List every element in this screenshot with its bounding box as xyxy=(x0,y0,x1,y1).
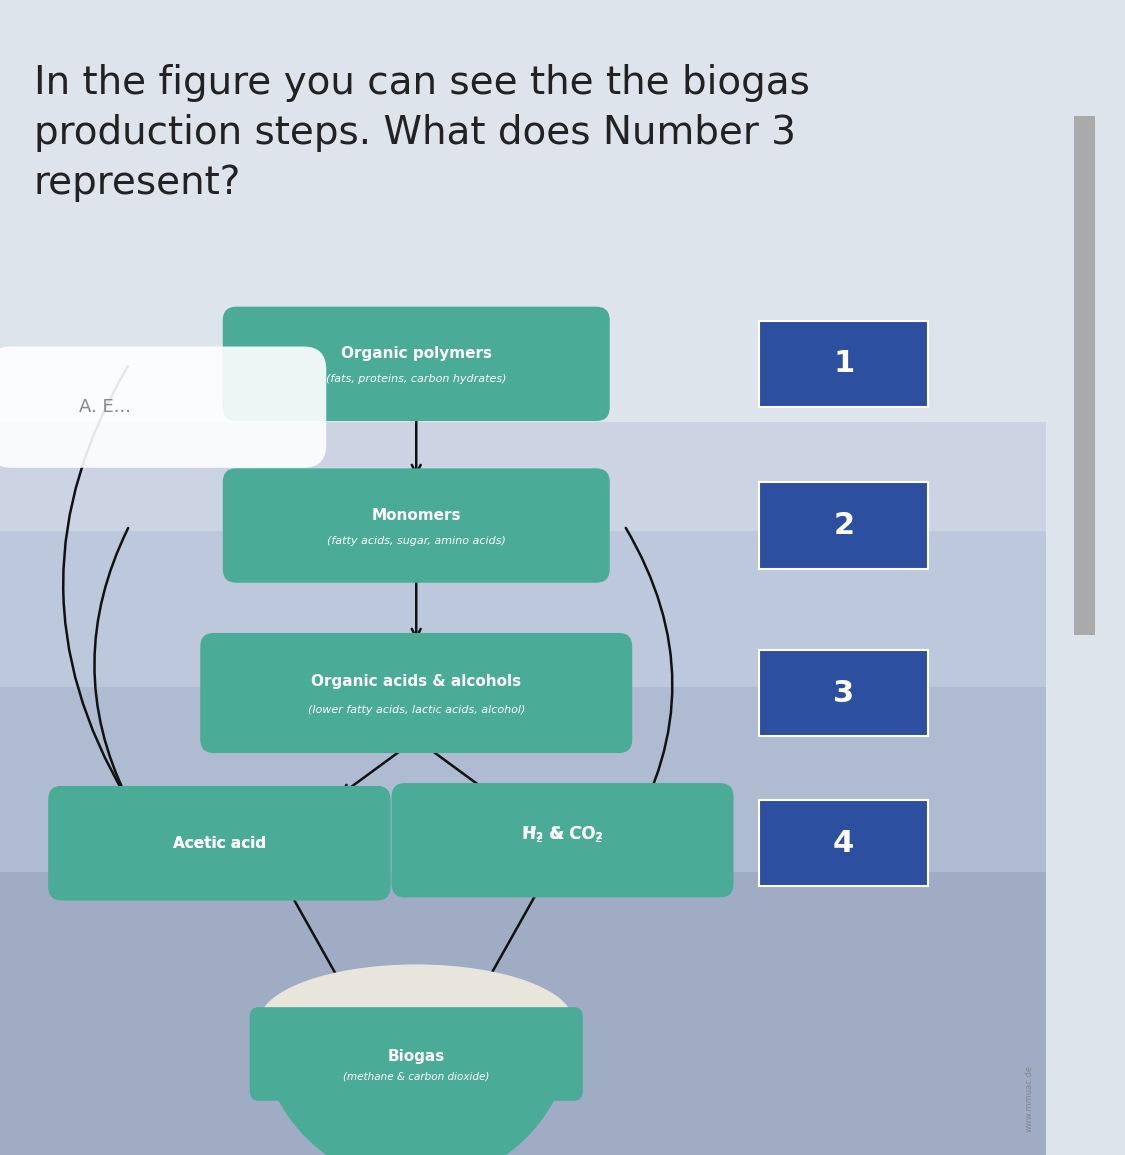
Text: H₂ & CO₂: H₂ & CO₂ xyxy=(522,825,603,843)
FancyBboxPatch shape xyxy=(48,785,390,901)
FancyBboxPatch shape xyxy=(759,320,928,407)
Text: $H_2$ & $CO_2$: $H_2$ & $CO_2$ xyxy=(523,824,602,844)
Text: 1: 1 xyxy=(834,349,854,379)
FancyBboxPatch shape xyxy=(250,1007,583,1101)
Ellipse shape xyxy=(259,964,574,1080)
FancyBboxPatch shape xyxy=(223,469,610,582)
Text: Organic acids & alcohols: Organic acids & alcohols xyxy=(312,675,521,690)
FancyArrowPatch shape xyxy=(94,528,128,798)
FancyBboxPatch shape xyxy=(392,783,734,897)
FancyBboxPatch shape xyxy=(200,633,632,753)
Text: Organic polymers: Organic polymers xyxy=(341,346,492,360)
FancyArrowPatch shape xyxy=(63,366,128,798)
Text: In the figure you can see the the biogas
production steps. What does Number 3
re: In the figure you can see the the biogas… xyxy=(34,64,810,201)
Bar xyxy=(1046,0,1125,1155)
Text: A. E...: A. E... xyxy=(79,397,130,416)
Text: Biogas: Biogas xyxy=(388,1050,444,1064)
Text: (fatty acids, sugar, amino acids): (fatty acids, sugar, amino acids) xyxy=(327,536,506,546)
Wedge shape xyxy=(259,1022,574,1155)
Text: (fats, proteins, carbon hydrates): (fats, proteins, carbon hydrates) xyxy=(326,374,506,385)
Text: www.mmuac.de: www.mmuac.de xyxy=(1025,1065,1034,1132)
Text: Acetic acid: Acetic acid xyxy=(173,836,266,850)
Bar xyxy=(0,531,1046,687)
Bar xyxy=(0,422,1046,531)
Bar xyxy=(1074,116,1095,635)
Text: 3: 3 xyxy=(834,678,854,708)
FancyBboxPatch shape xyxy=(48,785,390,901)
FancyArrowPatch shape xyxy=(626,528,673,839)
FancyBboxPatch shape xyxy=(759,799,928,887)
Text: (lower fatty acids, lactic acids, alcohol): (lower fatty acids, lactic acids, alcoho… xyxy=(307,705,525,715)
FancyBboxPatch shape xyxy=(223,306,610,420)
FancyBboxPatch shape xyxy=(0,346,326,468)
Bar xyxy=(0,872,1046,1155)
FancyBboxPatch shape xyxy=(0,0,1046,422)
Text: Acetic acid: Acetic acid xyxy=(173,836,266,850)
Text: (methane & carbon dioxide): (methane & carbon dioxide) xyxy=(343,1072,489,1081)
FancyBboxPatch shape xyxy=(759,649,928,737)
Text: 2: 2 xyxy=(834,511,854,541)
FancyBboxPatch shape xyxy=(759,483,928,568)
Bar xyxy=(0,687,1046,872)
Text: 4: 4 xyxy=(834,828,854,858)
Text: Monomers: Monomers xyxy=(371,508,461,522)
